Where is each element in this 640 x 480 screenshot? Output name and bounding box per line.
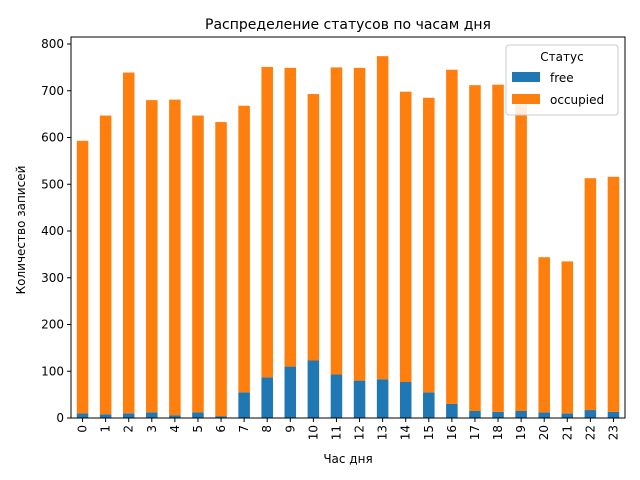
y-tick-label: 800 <box>41 37 64 51</box>
bar-occupied-13 <box>376 56 389 380</box>
x-tick-label: 0 <box>76 425 90 433</box>
legend-label-occupied: occupied <box>550 93 604 107</box>
bar-occupied-12 <box>353 67 366 381</box>
y-tick-label: 100 <box>41 364 64 378</box>
chart-title: Распределение статусов по часам дня <box>205 17 491 33</box>
legend-swatch-occupied <box>512 94 540 104</box>
bar-free-12 <box>353 380 366 418</box>
bar-free-7 <box>238 392 250 418</box>
bar-occupied-14 <box>399 91 412 383</box>
y-tick-label: 400 <box>41 224 64 238</box>
legend-title: Статус <box>540 50 583 64</box>
bar-occupied-15 <box>423 97 435 393</box>
legend: Статус free occupied <box>505 44 619 116</box>
bar-occupied-6 <box>215 122 227 417</box>
bar-free-1 <box>99 414 112 418</box>
legend-swatch-free <box>512 72 540 82</box>
bar-occupied-19 <box>515 104 527 411</box>
bar-free-17 <box>469 410 481 418</box>
x-tick-label: 19 <box>514 425 528 440</box>
x-tick-label: 5 <box>191 425 205 433</box>
bar-free-9 <box>284 366 297 418</box>
x-tick-label: 9 <box>283 425 297 433</box>
bar-free-15 <box>423 392 435 418</box>
bar-occupied-9 <box>284 67 297 367</box>
bars-layer <box>76 56 620 418</box>
x-tick-label: 10 <box>306 425 320 440</box>
y-tick-label: 200 <box>41 318 64 332</box>
bar-occupied-7 <box>238 105 250 393</box>
bar-occupied-10 <box>307 94 320 361</box>
x-tick-label: 11 <box>329 425 343 440</box>
x-tick-label: 15 <box>422 425 436 440</box>
bar-occupied-2 <box>122 72 135 414</box>
bar-free-10 <box>307 360 320 418</box>
bar-free-14 <box>399 382 412 418</box>
x-tick-label: 13 <box>376 425 390 440</box>
x-tick-label: 7 <box>237 425 251 433</box>
bar-free-23 <box>607 411 620 418</box>
bar-free-20 <box>538 412 550 418</box>
bar-occupied-1 <box>99 115 112 415</box>
bar-free-19 <box>515 410 527 418</box>
y-tick-label: 300 <box>41 271 64 285</box>
axes-frame <box>70 36 626 419</box>
bar-free-11 <box>330 374 343 418</box>
x-tick-label: 12 <box>353 425 367 440</box>
bar-free-4 <box>169 415 181 418</box>
bar-occupied-21 <box>561 261 574 414</box>
bar-occupied-20 <box>538 257 550 413</box>
x-tick-label: 22 <box>583 425 597 440</box>
bar-occupied-0 <box>76 140 89 414</box>
x-tick-label: 1 <box>99 425 113 433</box>
bar-occupied-8 <box>261 66 273 378</box>
bar-free-8 <box>261 377 273 418</box>
bar-occupied-18 <box>492 84 504 412</box>
bar-occupied-4 <box>169 99 181 416</box>
x-axis-label: Час дня <box>323 452 372 466</box>
x-tick-label: 8 <box>260 425 274 433</box>
x-tick-label: 20 <box>537 425 551 440</box>
bar-occupied-3 <box>146 100 158 413</box>
x-tick-label: 16 <box>445 425 459 440</box>
bar-occupied-16 <box>446 69 458 404</box>
y-tick-label: 700 <box>41 84 64 98</box>
x-tick-label: 4 <box>168 425 182 433</box>
x-tick-label: 17 <box>468 425 482 440</box>
bar-free-6 <box>215 416 227 418</box>
bar-free-3 <box>146 412 158 418</box>
bar-occupied-22 <box>584 178 597 411</box>
x-tick-label: 6 <box>214 425 228 433</box>
x-tick-label: 23 <box>606 425 620 440</box>
bar-occupied-11 <box>330 67 343 375</box>
y-tick-label: 0 <box>56 411 64 425</box>
bar-occupied-23 <box>607 176 620 412</box>
y-tick-label: 500 <box>41 177 64 191</box>
bar-free-22 <box>584 410 597 418</box>
bar-free-5 <box>192 412 204 418</box>
bar-occupied-17 <box>469 85 481 411</box>
bar-free-16 <box>446 403 458 418</box>
bar-free-0 <box>76 413 89 418</box>
x-tick-label: 14 <box>399 425 413 440</box>
bar-free-13 <box>376 379 389 418</box>
bar-free-2 <box>122 413 135 418</box>
bar-free-18 <box>492 411 504 418</box>
y-axis-label: Количество записей <box>14 166 28 295</box>
x-tick-label: 21 <box>560 425 574 440</box>
legend-label-free: free <box>550 71 574 85</box>
bar-occupied-5 <box>192 115 204 413</box>
y-tick-label: 600 <box>41 131 64 145</box>
x-tick-label: 3 <box>145 425 159 433</box>
x-tick-label: 18 <box>491 425 505 440</box>
bar-free-21 <box>561 413 574 418</box>
x-tick-label: 2 <box>122 425 136 433</box>
